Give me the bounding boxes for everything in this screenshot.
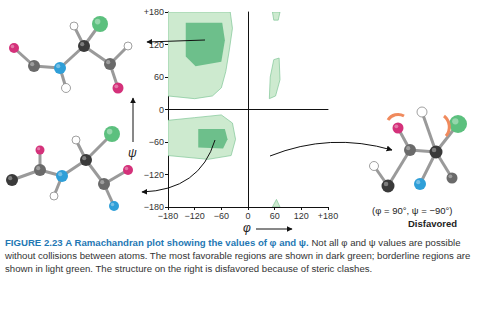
html-text:φ: φ [243, 221, 251, 235]
svg-text:+180: +180 [318, 211, 338, 221]
svg-text:60: 60 [270, 211, 280, 221]
svg-text:−60: −60 [214, 211, 229, 221]
svg-text:−120: −120 [144, 170, 164, 180]
svg-text:−180: −180 [143, 202, 164, 212]
svg-text:60: 60 [154, 72, 164, 82]
svg-text:+180: +180 [144, 7, 164, 17]
html-text:(φ = 90°, ψ = −90°): (φ = 90°, ψ = −90°) [372, 205, 453, 216]
svg-text:120: 120 [294, 211, 309, 221]
html-text:ψ: ψ [128, 146, 137, 160]
html-text:Disfavored: Disfavored [408, 218, 458, 229]
svg-text:120: 120 [149, 40, 164, 50]
svg-text:−120: −120 [185, 211, 205, 221]
svg-text:−60: −60 [149, 137, 164, 147]
svg-text:−180: −180 [158, 211, 178, 221]
html-text:FIGURE 2.23 A Ramachandran plo: FIGURE 2.23 A Ramachandran plot showing … [5, 237, 471, 274]
svg-text:0: 0 [245, 211, 250, 221]
svg-text:0: 0 [159, 105, 164, 115]
